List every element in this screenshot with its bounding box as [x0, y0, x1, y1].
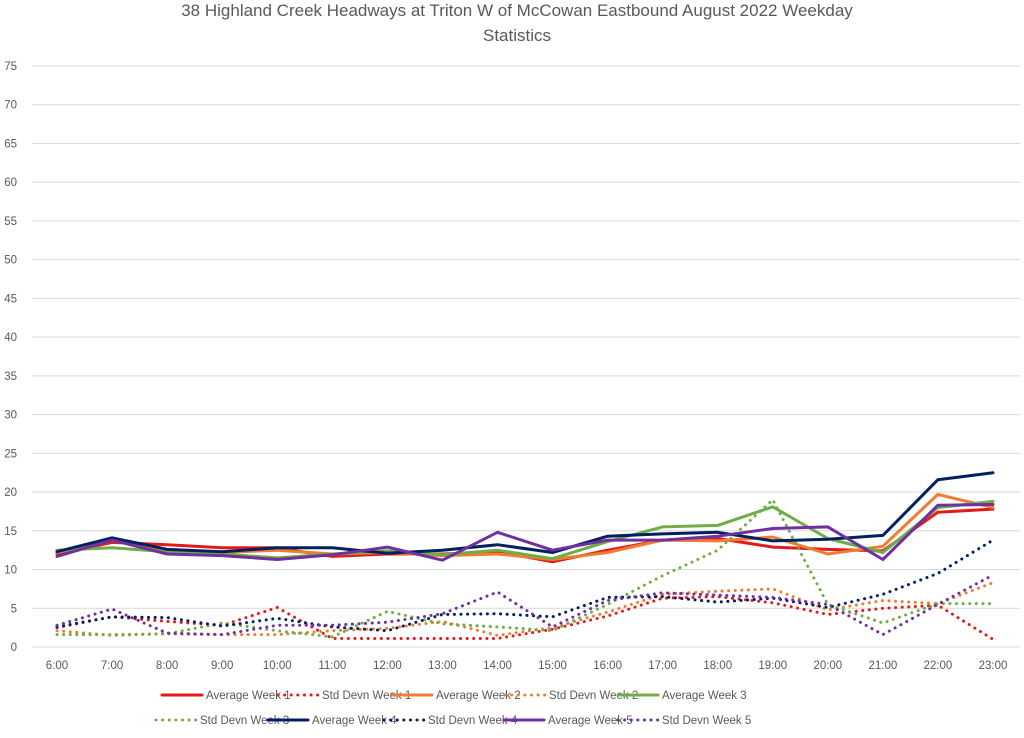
x-tick-label: 15:00: [538, 660, 567, 672]
legend-label: Average Week 4: [312, 715, 397, 727]
chart-title: 38 Highland Creek Headways at Triton W o…: [181, 1, 853, 20]
series-line-average-week-5: [55, 503, 995, 562]
series-lines: [55, 471, 995, 641]
y-tick-label: 50: [4, 255, 17, 267]
y-tick-label: 55: [4, 216, 17, 228]
y-tick-label: 65: [4, 138, 17, 150]
x-tick-label: 23:00: [979, 660, 1008, 672]
legend-label: Std Devn Week 4: [428, 715, 518, 727]
series-line-average-week-3: [55, 499, 995, 561]
series-line-std-devn-week-3: [55, 498, 995, 639]
x-tick-label: 8:00: [156, 660, 178, 672]
x-tick-label: 9:00: [211, 660, 233, 672]
x-tick-label: 14:00: [483, 660, 512, 672]
x-tick-label: 6:00: [46, 660, 68, 672]
x-tick-label: 18:00: [703, 660, 732, 672]
series-line-std-devn-week-5: [55, 573, 995, 637]
y-tick-label: 60: [4, 177, 17, 189]
chart-title-line-2: Statistics: [483, 26, 551, 45]
series-line-average-week-4: [55, 471, 995, 555]
legend-label: Average Week 1: [206, 690, 291, 702]
legend-label: Average Week 5: [548, 715, 633, 727]
y-tick-label: 5: [11, 603, 17, 615]
gridlines: [32, 65, 1020, 648]
y-tick-label: 45: [4, 293, 17, 305]
x-tick-label: 19:00: [758, 660, 787, 672]
series-line-std-devn-week-2: [55, 581, 995, 637]
series-line-std-devn-week-1: [55, 595, 995, 641]
legend-label: Std Devn Week 3: [200, 715, 289, 727]
x-tick-label: 11:00: [318, 660, 346, 672]
x-tick-label: 10:00: [263, 660, 292, 672]
x-tick-label: 7:00: [101, 660, 123, 672]
legend: Average Week 1 Std Devn Week 1 Average Wee…: [154, 690, 751, 727]
y-tick-label: 20: [4, 487, 17, 499]
y-tick-label: 25: [4, 448, 17, 460]
x-tick-label: 17:00: [648, 660, 677, 672]
x-tick-label: 22:00: [924, 660, 953, 672]
legend-label: Average Week 3: [662, 690, 747, 702]
y-axis-ticks: 0 5 10 15 20 25 30 35 40 45 50 55 60 65 70 75: [4, 61, 17, 654]
legend-label: Average Week 2: [436, 690, 521, 702]
y-tick-label: 35: [4, 371, 17, 383]
legend-label: Std Devn Week 1: [322, 690, 411, 702]
x-tick-label: 21:00: [868, 660, 897, 672]
y-tick-label: 75: [4, 61, 17, 73]
y-tick-label: 0: [11, 642, 17, 654]
x-axis-ticks: 6:00 7:00 8:00 9:00 10:00 11:00 12:00 13:00 14:0…: [46, 660, 1008, 672]
x-tick-label: 20:00: [813, 660, 842, 672]
x-tick-label: 13:00: [428, 660, 457, 672]
x-tick-label: 16:00: [593, 660, 622, 672]
legend-label: Std Devn Week 5: [662, 715, 751, 727]
y-tick-label: 40: [4, 332, 17, 344]
legend-label: Std Devn Week 2: [549, 690, 638, 702]
y-tick-label: 15: [4, 526, 17, 538]
series-line-std-devn-week-4: [55, 538, 995, 633]
y-tick-label: 30: [4, 410, 17, 422]
y-tick-label: 70: [4, 100, 17, 112]
y-tick-label: 10: [4, 565, 17, 577]
x-tick-label: 12:00: [373, 660, 402, 672]
